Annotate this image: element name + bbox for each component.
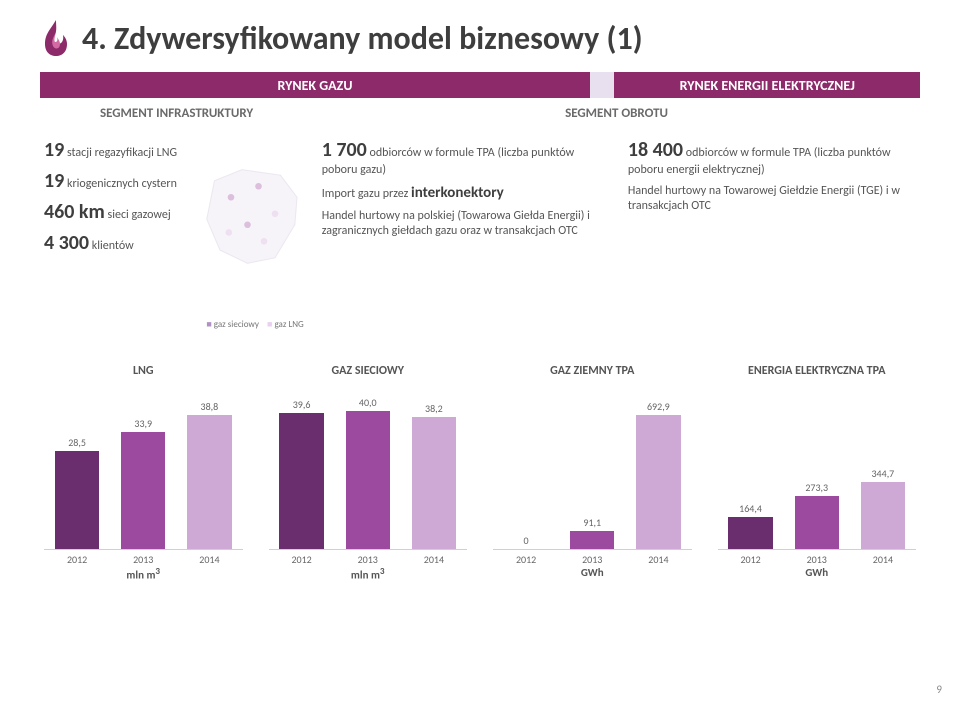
bar-value: 91,1 <box>583 516 601 529</box>
stat-wholesale-gas: Handel hurtowy na polskiej (Towarowa Gie… <box>322 209 606 239</box>
x-axis: 2012 2013 2014 <box>44 553 243 566</box>
stat-tpa-gas: 1 700 odbiorców w formule TPA (liczba pu… <box>322 138 606 178</box>
stat-wholesale-elec: Handel hurtowy na Towarowej Giełdzie Ene… <box>628 184 912 214</box>
content-grid: 19 stacji regazyfikacji LNG 19 kriogenic… <box>40 134 920 334</box>
bar-value: 692,9 <box>647 400 670 413</box>
title-row: 4. Zdywersyfikowany model biznesowy (1) <box>40 18 920 58</box>
bar-value: 38,2 <box>425 402 443 415</box>
bar <box>55 451 99 549</box>
chart-title: ENERGIA ELEKTRYCZNA TPA <box>718 364 917 378</box>
flame-outer <box>45 20 67 56</box>
bar-value: 344,7 <box>871 467 894 480</box>
legend-gaz-lng: gaz LNG <box>267 319 304 330</box>
chart-title: GAZ SIECIOWY <box>269 364 468 378</box>
x-axis: 2012 2013 2014 <box>493 553 692 566</box>
x-label: 2013 <box>582 553 602 566</box>
x-label: 2014 <box>199 553 219 566</box>
segment-row: SEGMENT INFRASTRUKTURY SEGMENT OBROTU <box>40 102 920 124</box>
bar-value: 164,4 <box>739 502 762 515</box>
chart-title: LNG <box>44 364 243 378</box>
chart-unit: mln m3 <box>44 566 243 582</box>
page-number: 9 <box>936 683 942 696</box>
segment-infra: SEGMENT INFRASTRUKTURY <box>40 102 313 124</box>
x-label: 2014 <box>873 553 893 566</box>
bar-wrap: 0 <box>494 534 558 549</box>
x-label: 2012 <box>291 553 311 566</box>
chart-unit: GWh <box>718 566 917 579</box>
map-legend: gaz sieciowy gaz LNG <box>206 319 303 330</box>
stat-tpa-elec: 18 400 odbiorców w formule TPA (liczba p… <box>628 138 912 178</box>
bar-value: 33,9 <box>134 417 152 430</box>
col-gas-trading: 1 700 odbiorców w formule TPA (liczba pu… <box>318 134 614 334</box>
bar-wrap: 38,2 <box>402 402 466 549</box>
x-axis: 2012 2013 2014 <box>718 553 917 566</box>
col-infra: 19 stacji regazyfikacji LNG 19 kriogenic… <box>40 134 308 334</box>
col-elec-trading: 18 400 odbiorców w formule TPA (liczba p… <box>624 134 920 334</box>
bar-wrap: 164,4 <box>719 502 783 549</box>
chart-gaz-tpa: GAZ ZIEMNY TPA 0 91,1 692,9 2012 2013 2014GWh <box>493 364 692 582</box>
ribbon-gas: RYNEK GAZU <box>40 72 590 98</box>
ribbon-gap <box>590 72 614 98</box>
stat-stations: 19 stacji regazyfikacji LNG <box>44 138 300 163</box>
bar <box>187 415 231 549</box>
bar <box>121 432 165 549</box>
x-axis: 2012 2013 2014 <box>269 553 468 566</box>
chart-area: 28,5 33,9 38,8 <box>44 380 243 550</box>
chart-area: 39,6 40,0 38,2 <box>269 380 468 550</box>
chart-title: GAZ ZIEMNY TPA <box>493 364 692 378</box>
x-label: 2012 <box>740 553 760 566</box>
chart-area: 0 91,1 692,9 <box>493 380 692 550</box>
stat-import: Import gazu przez interkonektory <box>322 184 606 203</box>
bar <box>279 413 323 549</box>
bar-value: 38,8 <box>201 400 219 413</box>
bar-value: 0 <box>524 534 529 547</box>
bar <box>795 496 839 549</box>
poland-map-icon <box>198 164 308 269</box>
bar-wrap: 273,3 <box>785 481 849 549</box>
bar-value: 39,6 <box>293 398 311 411</box>
chart-unit: GWh <box>493 566 692 579</box>
slide: 4. Zdywersyfikowany model biznesowy (1) … <box>0 0 960 706</box>
bar <box>728 517 772 549</box>
chart-unit: mln m3 <box>269 566 468 582</box>
chart-lng: LNG 28,5 33,9 38,8 2012 2013 2014mln m3 <box>44 364 243 582</box>
segment-obrot: SEGMENT OBROTU <box>313 102 920 124</box>
bar-wrap: 28,5 <box>45 436 109 549</box>
bar-wrap: 91,1 <box>560 516 624 549</box>
x-label: 2013 <box>133 553 153 566</box>
bar-wrap: 38,8 <box>178 400 242 549</box>
bar <box>570 531 614 549</box>
market-ribbon: RYNEK GAZU RYNEK ENERGII ELEKTRYCZNEJ <box>40 72 920 98</box>
bar-wrap: 344,7 <box>851 467 915 549</box>
page-title: 4. Zdywersyfikowany model biznesowy (1) <box>82 19 643 58</box>
bar-value: 40,0 <box>359 396 377 409</box>
x-label: 2012 <box>516 553 536 566</box>
chart-gaz-sieciowy: GAZ SIECIOWY 39,6 40,0 38,2 2012 2013 2014mln … <box>269 364 468 582</box>
bar-wrap: 40,0 <box>336 396 400 549</box>
bar <box>346 411 390 549</box>
x-label: 2014 <box>648 553 668 566</box>
bar-wrap: 39,6 <box>270 398 334 549</box>
bar-wrap: 33,9 <box>111 417 175 549</box>
x-label: 2012 <box>67 553 87 566</box>
chart-energia-tpa: ENERGIA ELEKTRYCZNA TPA 164,4 273,3 344,7 20… <box>718 364 917 582</box>
chart-area: 164,4 273,3 344,7 <box>718 380 917 550</box>
x-label: 2013 <box>358 553 378 566</box>
charts-row: LNG28,533,938,8201220132014mln m3 GAZ SI… <box>40 364 920 582</box>
flame-icon <box>40 18 72 58</box>
x-label: 2014 <box>424 553 444 566</box>
bar-value: 273,3 <box>805 481 828 494</box>
legend-gaz-sieciowy: gaz sieciowy <box>206 319 259 330</box>
bar <box>861 482 905 549</box>
bar <box>636 415 680 549</box>
bar <box>412 417 456 549</box>
bar-wrap: 692,9 <box>627 400 691 549</box>
bar-value: 28,5 <box>68 436 86 449</box>
x-label: 2013 <box>807 553 827 566</box>
ribbon-elec: RYNEK ENERGII ELEKTRYCZNEJ <box>614 72 920 98</box>
